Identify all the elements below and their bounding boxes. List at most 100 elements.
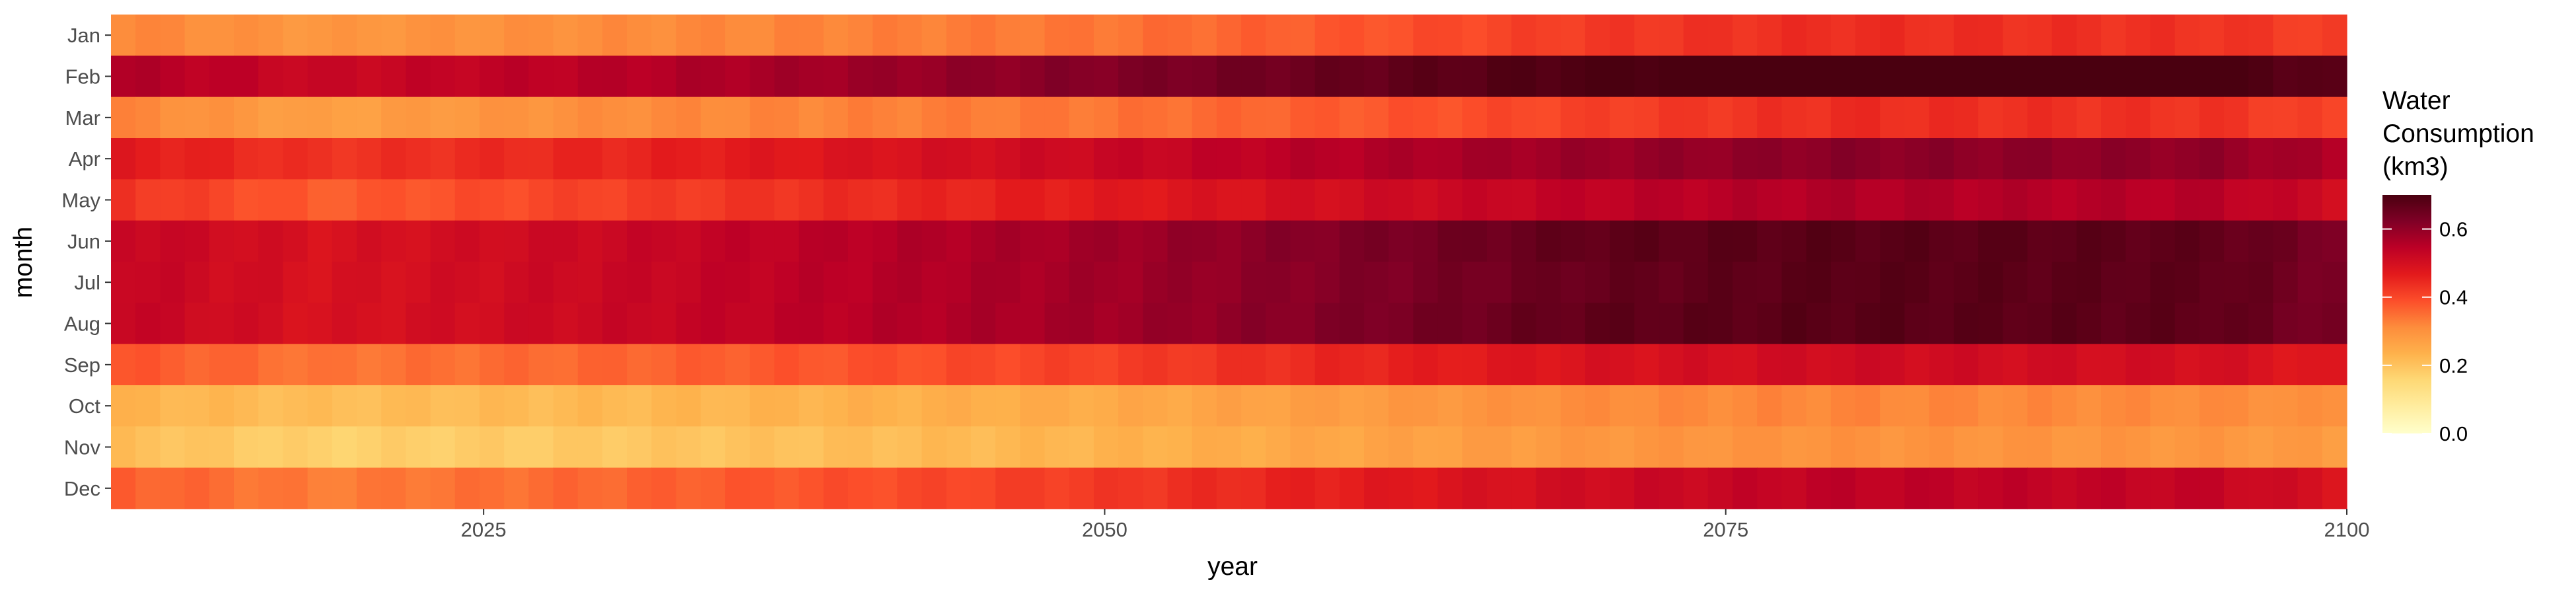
heatmap-cell	[2076, 15, 2102, 56]
heatmap-cell	[1020, 220, 1046, 262]
heatmap-cell	[1118, 344, 1143, 386]
heatmap-cell	[1585, 220, 1610, 262]
heatmap-cell	[258, 15, 283, 56]
heatmap-cell	[970, 220, 996, 262]
heatmap-cell	[2076, 179, 2102, 221]
heatmap-cell	[1339, 385, 1365, 427]
heatmap-cell	[1511, 344, 1537, 386]
heatmap-cell	[2273, 96, 2299, 139]
heatmap-cell	[1560, 179, 1586, 221]
heatmap-cell	[1314, 96, 1340, 139]
y-tick-label-dec: Dec	[64, 477, 100, 500]
heatmap-cell	[2027, 138, 2053, 180]
heatmap-cell	[406, 138, 431, 180]
heatmap-cell	[847, 467, 873, 509]
heatmap-cell	[1266, 15, 1291, 56]
heatmap-cell	[651, 15, 677, 56]
heatmap-cell	[1634, 303, 1660, 345]
heatmap-cell	[1707, 138, 1733, 180]
heatmap-cell	[2126, 220, 2151, 262]
heatmap-cell	[897, 385, 923, 427]
heatmap-cell	[430, 179, 456, 221]
heatmap-cell	[2224, 303, 2249, 345]
heatmap-cell	[1953, 56, 1979, 98]
heatmap-cell	[1192, 385, 1217, 427]
heatmap-cell	[873, 15, 898, 56]
heatmap-cell	[1216, 303, 1242, 345]
heatmap-cell	[725, 467, 750, 509]
heatmap-cell	[430, 344, 456, 386]
heatmap-cell	[2052, 426, 2077, 468]
heatmap-cell	[577, 262, 603, 303]
heatmap-cell	[774, 15, 800, 56]
heatmap-cell	[1978, 385, 2003, 427]
heatmap-cell	[332, 56, 357, 98]
heatmap-cell	[2076, 303, 2102, 345]
heatmap-cell	[1880, 96, 1906, 139]
heatmap-cell	[651, 262, 677, 303]
heatmap-cell	[799, 56, 824, 98]
heatmap-cell	[2150, 385, 2176, 427]
heatmap-cell	[2199, 179, 2225, 221]
heatmap-cell	[725, 138, 750, 180]
heatmap-cell	[135, 220, 161, 262]
heatmap-cell	[1339, 426, 1365, 468]
heatmap-cell	[1388, 426, 1414, 468]
heatmap-cell	[700, 96, 726, 139]
heatmap-cell	[2248, 303, 2274, 345]
heatmap-cell	[233, 96, 259, 139]
heatmap-cell	[823, 426, 849, 468]
heatmap-cell	[602, 426, 627, 468]
heatmap-cell	[970, 303, 996, 345]
heatmap-cell	[847, 220, 873, 262]
x-tick-label-2025: 2025	[461, 518, 507, 541]
heatmap-cell	[258, 467, 283, 509]
heatmap-cell	[1290, 15, 1316, 56]
heatmap-cell	[283, 344, 308, 386]
heatmap-cell	[2003, 138, 2028, 180]
heatmap-cell	[1388, 138, 1414, 180]
heatmap-cell	[1266, 179, 1291, 221]
heatmap-cell	[2027, 262, 2053, 303]
heatmap-cell	[1855, 426, 1880, 468]
heatmap-cell	[1143, 467, 1168, 509]
heatmap-cell	[2076, 385, 2102, 427]
heatmap-cell	[1904, 262, 1930, 303]
heatmap-cell	[1364, 385, 1389, 427]
heatmap-cell	[946, 96, 972, 139]
heatmap-cell	[479, 220, 505, 262]
heatmap-cell	[1192, 344, 1217, 386]
heatmap-cell	[2076, 138, 2102, 180]
heatmap-cell	[1044, 179, 1070, 221]
heatmap-cell	[651, 303, 677, 345]
heatmap-cell	[1634, 138, 1660, 180]
heatmap-cell	[1487, 179, 1512, 221]
heatmap-cell	[774, 96, 800, 139]
heatmap-cell	[1413, 138, 1439, 180]
heatmap-cell	[1167, 344, 1193, 386]
heatmap-cell	[2322, 56, 2347, 98]
heatmap-cell	[135, 179, 161, 221]
heatmap-cell	[2199, 96, 2225, 139]
heatmap-cell	[2126, 262, 2151, 303]
heatmap-cell	[2248, 426, 2274, 468]
heatmap-cell	[1093, 385, 1119, 427]
color-legend: Water Consumption (km3) 0.0 0.2 0.4 0.6	[2382, 87, 2534, 445]
heatmap-cell	[1339, 179, 1365, 221]
heatmap-cell	[1143, 385, 1168, 427]
heatmap-cell	[356, 262, 382, 303]
heatmap-cell	[2174, 467, 2200, 509]
heatmap-cell	[1487, 303, 1512, 345]
heatmap-cell	[946, 385, 972, 427]
heatmap-cell	[2297, 344, 2323, 386]
heatmap-cell	[430, 15, 456, 56]
heatmap-cell	[479, 96, 505, 139]
heatmap-cell	[627, 138, 652, 180]
heatmap-cell	[1953, 385, 1979, 427]
heatmap-cell	[2052, 15, 2077, 56]
heatmap-cell	[897, 138, 923, 180]
heatmap-cell	[2297, 138, 2323, 180]
x-tick-label-2050: 2050	[1082, 518, 1127, 541]
heatmap-cell	[897, 344, 923, 386]
